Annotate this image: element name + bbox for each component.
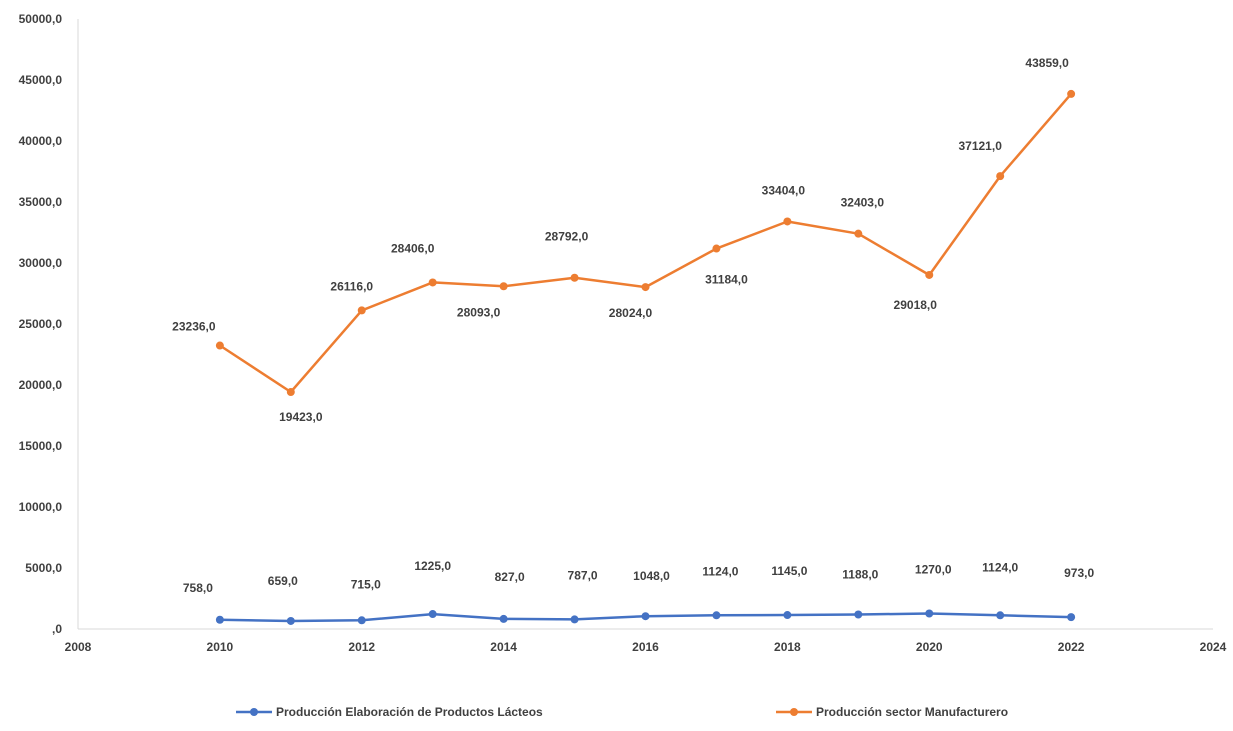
y-tick-labels: ,0 5000,0 10000,0 15000,0 20000,0 25000,0 3000… [19,12,63,636]
x-tick-label: 2018 [774,640,801,654]
y-tick-label: 20000,0 [19,378,63,392]
data-label: 32403,0 [841,196,885,210]
y-tick-label: 15000,0 [19,439,63,453]
y-tick-label: 30000,0 [19,256,63,270]
data-label: 973,0 [1064,566,1094,580]
x-tick-label: 2012 [348,640,375,654]
x-tick-label: 2022 [1058,640,1085,654]
data-point [1067,613,1076,622]
data-label: 659,0 [268,574,298,588]
data-point [996,611,1005,620]
data-label: 1048,0 [633,569,670,583]
x-tick-label: 2014 [490,640,517,654]
legend-marker-1 [790,708,798,716]
data-label: 1188,0 [842,568,878,582]
data-point [428,610,437,619]
y-tick-label: 45000,0 [19,73,63,87]
data-point [570,273,579,282]
data-label: 19423,0 [279,410,323,424]
data-label: 26116,0 [330,279,373,293]
data-label: 1270,0 [915,563,952,577]
data-point [925,270,934,279]
data-point [1067,89,1076,98]
data-label: 787,0 [568,568,598,582]
y-tick-label: 35000,0 [19,195,63,209]
series-layer [215,89,1076,625]
data-point [215,615,224,624]
y-tick-label: 40000,0 [19,134,63,148]
data-point [499,614,508,623]
data-label: 1225,0 [414,559,451,573]
data-point [854,229,863,238]
x-tick-labels: 2008 2010 2012 2014 2016 2018 2020 2022 2024 [65,640,1227,654]
data-label: 1124,0 [702,564,738,578]
legend-label-1: Producción sector Manufacturero [816,705,1008,719]
data-label: 28792,0 [545,230,589,244]
y-tick-label: ,0 [52,622,62,636]
data-label: 1145,0 [771,564,807,578]
data-point [783,611,792,620]
data-point [783,217,792,226]
data-point [499,282,508,291]
data-label: 23236,0 [172,320,216,334]
y-tick-label: 50000,0 [19,12,63,26]
data-point [570,615,579,624]
data-point [215,341,224,350]
data-label: 715,0 [351,577,381,591]
data-label: 28024,0 [609,306,653,320]
data-point [286,388,295,397]
data-point [925,609,934,618]
data-point [286,616,295,625]
data-point [357,306,366,315]
data-label: 827,0 [495,570,525,584]
data-label: 28093,0 [457,305,501,319]
data-label: 43859,0 [1025,56,1069,70]
data-label: 31184,0 [705,273,748,287]
data-label: 758,0 [183,581,213,595]
data-point [428,278,437,287]
data-point [996,172,1005,181]
data-point [854,610,863,619]
legend: Producción Elaboración de Productos Láct… [236,705,1008,719]
data-labels-layer: 758,0 659,0 715,0 1225,0 827,0 787,0 1048,0 112… [172,56,1094,595]
data-label: 1124,0 [982,560,1018,574]
data-label: 28406,0 [391,241,435,255]
data-label: 33404,0 [762,183,806,197]
data-point [712,611,721,620]
data-point [641,612,650,621]
y-tick-label: 10000,0 [19,500,63,514]
data-point [712,244,721,253]
data-label: 37121,0 [958,139,1002,153]
legend-marker-0 [250,708,258,716]
data-point [357,616,366,625]
x-tick-label: 2024 [1200,640,1227,654]
x-tick-label: 2010 [207,640,234,654]
legend-label-0: Producción Elaboración de Productos Láct… [276,705,543,719]
x-tick-label: 2016 [632,640,659,654]
x-tick-label: 2008 [65,640,92,654]
y-tick-label: 25000,0 [19,317,63,331]
data-point [641,283,650,292]
x-tick-label: 2020 [916,640,943,654]
data-label: 29018,0 [894,298,938,312]
y-tick-label: 5000,0 [25,561,62,575]
series-line-1 [219,93,1073,394]
